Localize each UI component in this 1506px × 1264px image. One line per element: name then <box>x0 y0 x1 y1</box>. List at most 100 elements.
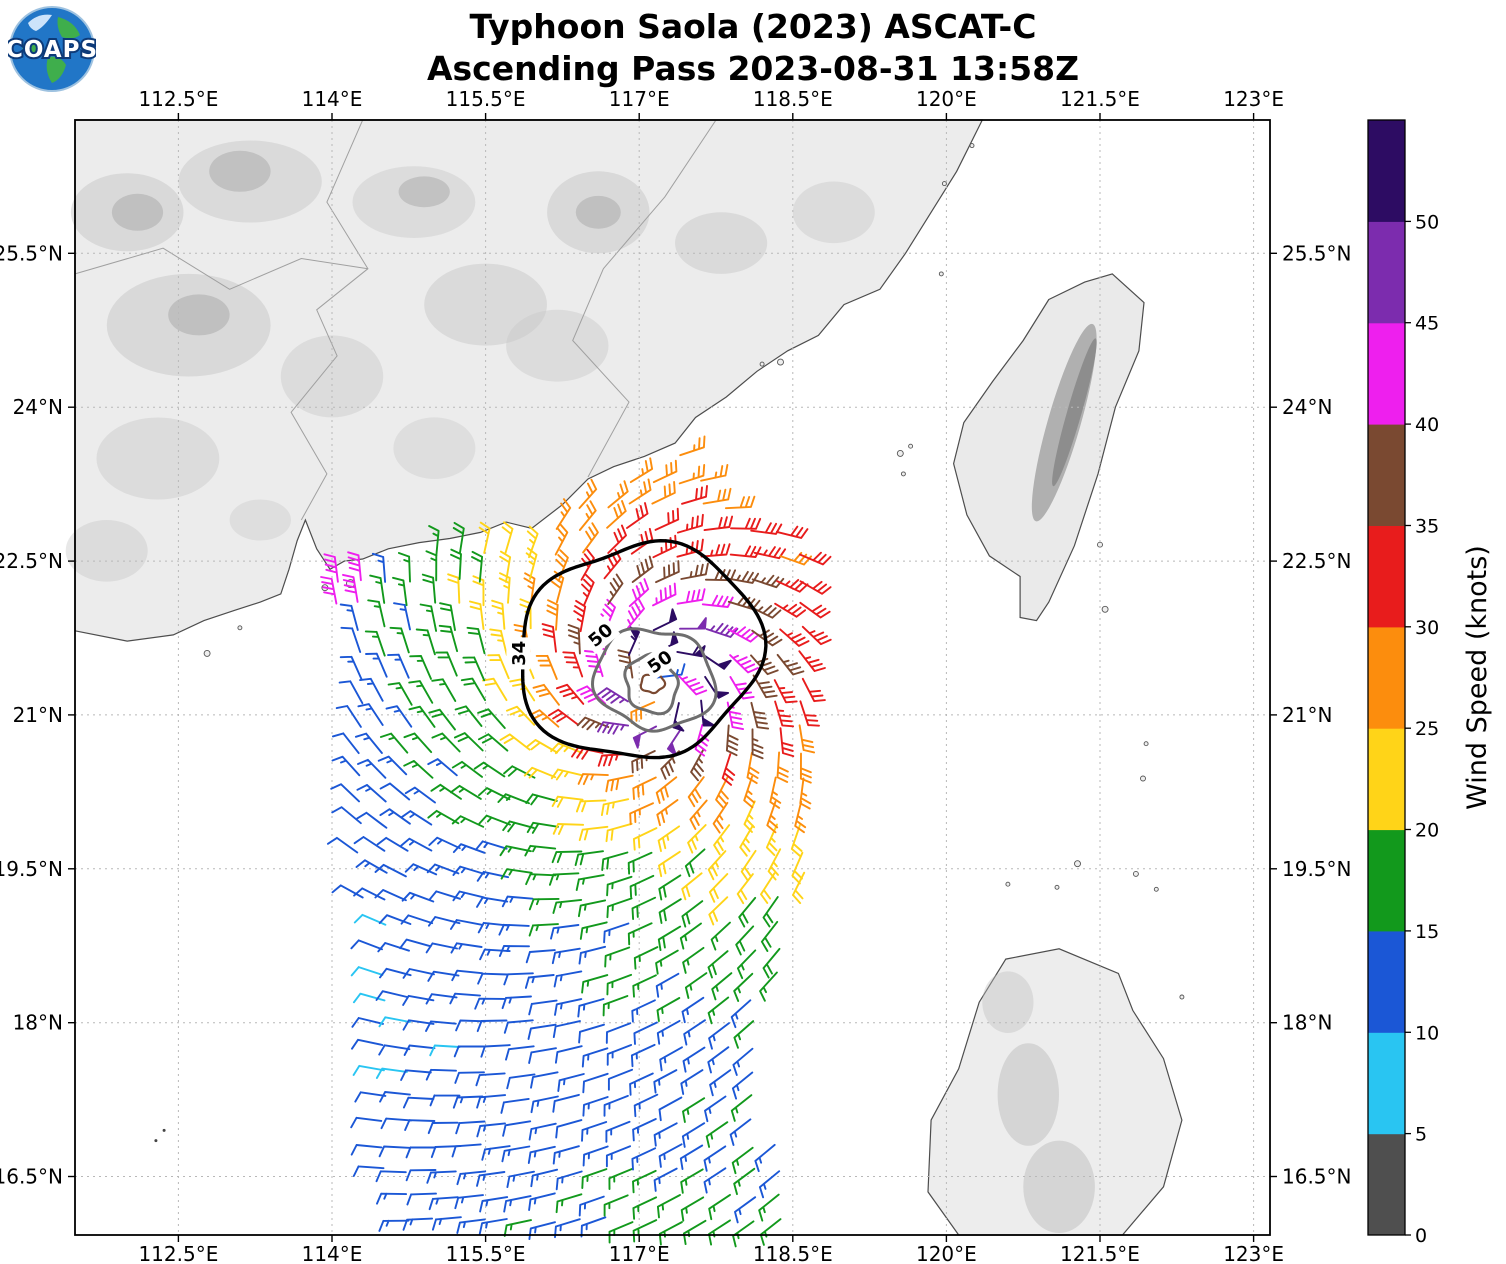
luzon-terrain <box>1023 1140 1095 1234</box>
wind-barb <box>776 751 789 783</box>
wind-barb <box>554 523 569 556</box>
wind-barb <box>374 889 407 902</box>
wind-barb <box>369 574 386 604</box>
wind-barb <box>377 755 408 776</box>
wind-barb <box>477 733 509 752</box>
wind-barb <box>506 1073 536 1090</box>
wind-barb <box>654 507 680 531</box>
wind-barb <box>632 725 658 749</box>
colorbar-tick-label: 40 <box>1415 414 1439 436</box>
wind-barb <box>405 1146 437 1159</box>
lat-tick-label-left: 21°N <box>13 703 63 727</box>
terrain-shading <box>792 181 875 244</box>
wind-barb <box>452 521 465 555</box>
lat-tick-label-left: 22.5°N <box>0 549 63 573</box>
wind-barb <box>603 1194 629 1217</box>
wind-barb <box>392 576 408 607</box>
wind-barb <box>387 653 410 679</box>
wind-barb <box>792 871 806 905</box>
wind-barb <box>680 1069 704 1095</box>
wind-barb <box>655 949 679 975</box>
wind-barb <box>608 1167 634 1190</box>
wind-barb <box>726 570 760 584</box>
small-island <box>900 471 906 477</box>
terrain-shading <box>168 294 230 336</box>
wind-barb <box>509 678 536 702</box>
wind-barb <box>371 552 387 583</box>
wind-barb <box>550 742 583 755</box>
islet-speck <box>154 1139 158 1143</box>
wind-barb <box>704 1095 727 1123</box>
wind-barb <box>798 724 816 754</box>
wind-barb <box>753 546 787 560</box>
wind-barb <box>530 1095 559 1114</box>
wind-barb <box>375 1067 408 1079</box>
wind-barb <box>798 650 826 672</box>
wind-barb <box>472 575 485 607</box>
wind-barb <box>400 914 434 925</box>
wind-barb <box>340 626 362 653</box>
wind-barb <box>681 996 705 1024</box>
wind-barb <box>736 873 754 905</box>
lat-tick-label-right: 24°N <box>1282 395 1332 419</box>
wind-barb <box>751 728 764 760</box>
wind-barb <box>601 851 629 871</box>
wind-barb <box>355 859 388 874</box>
wind-barb <box>678 464 706 485</box>
wind-barb <box>704 568 737 582</box>
wind-barb <box>335 705 362 728</box>
wind-barb <box>603 1094 629 1117</box>
wind-barb <box>428 525 440 557</box>
wind-barb <box>409 655 432 680</box>
wind-barb <box>415 628 436 656</box>
wind-barb <box>503 1219 532 1237</box>
wind-barb <box>451 815 485 828</box>
wind-barb <box>681 900 704 928</box>
wind-barb <box>682 1046 706 1073</box>
wind-barb <box>676 588 706 605</box>
wind-barb <box>351 1017 384 1028</box>
wind-barb <box>779 551 813 566</box>
wind-barb <box>679 922 702 950</box>
contour-label-box <box>580 615 621 655</box>
colorbar-segment <box>1368 525 1405 628</box>
wind-barb <box>736 949 757 980</box>
wind-barb <box>682 946 705 974</box>
wind-barb <box>678 675 708 696</box>
wind-barb <box>732 1047 754 1076</box>
wind-barb <box>477 708 506 729</box>
wind-barb <box>342 573 359 603</box>
lat-tick-label-right: 16.5°N <box>1282 1165 1352 1189</box>
colorbar-tick-label: 0 <box>1415 1225 1427 1247</box>
wind-barb <box>555 1170 583 1191</box>
wind-barb <box>578 478 598 509</box>
wind-barb <box>681 1122 706 1148</box>
wind-barb <box>628 478 652 505</box>
wind-barb <box>400 1069 432 1081</box>
wind-barb <box>727 626 760 643</box>
wind-barb <box>597 753 629 767</box>
wind-barb <box>743 800 756 833</box>
wind-barb <box>769 776 782 809</box>
wind-barb <box>503 1019 534 1034</box>
wind-barb <box>798 551 832 566</box>
colorbar-segment <box>1368 1032 1405 1135</box>
colorbar-tick-label: 30 <box>1415 617 1439 639</box>
wind-barb <box>684 848 706 878</box>
terrain-shading <box>398 176 450 208</box>
wind-barb <box>633 1093 659 1118</box>
small-island <box>941 181 947 187</box>
colorbar-tick-label: 20 <box>1415 820 1439 842</box>
wind-barb <box>658 850 681 878</box>
wind-barb <box>425 1068 457 1081</box>
small-island <box>1153 886 1159 892</box>
wind-barb <box>528 897 560 911</box>
wind-barb <box>760 872 776 904</box>
wind-barb <box>547 708 580 726</box>
wind-barb <box>353 913 387 926</box>
wind-barb <box>375 990 409 1001</box>
wind-barb <box>404 1119 436 1131</box>
wind-barb <box>705 1121 729 1148</box>
wind-barb <box>750 654 779 676</box>
wind-barb <box>657 825 681 853</box>
